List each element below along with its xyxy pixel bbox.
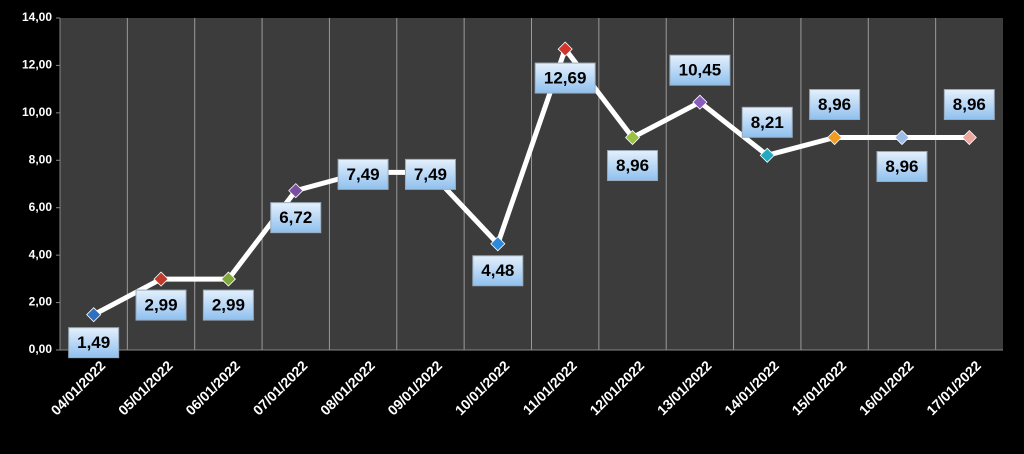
data-label: 6,72 (270, 202, 322, 234)
data-label-text: 8,21 (751, 113, 784, 132)
data-label-box (741, 106, 793, 138)
marker (624, 129, 641, 146)
marker (86, 307, 102, 323)
data-label-text: 6,72 (279, 208, 312, 227)
data-label-box (202, 289, 254, 321)
data-label-text: 2,99 (212, 296, 245, 315)
data-label-box (135, 289, 187, 321)
data-label-text: 8,96 (885, 157, 918, 176)
data-label-text: 2,99 (144, 296, 177, 315)
marker (490, 236, 506, 252)
data-label-text: 8,96 (818, 95, 851, 114)
y-tick-label: 10,00 (22, 105, 52, 119)
marker (220, 271, 236, 287)
data-label: 1,49 (68, 327, 120, 359)
marker (288, 183, 304, 199)
data-label-box (404, 158, 456, 190)
data-label: 7,49 (404, 158, 456, 190)
data-label-box (876, 151, 928, 183)
data-label-box (607, 150, 659, 182)
data-label-box (534, 62, 596, 94)
marker (153, 271, 169, 287)
data-label-text: 8,96 (953, 95, 986, 114)
marker (759, 147, 775, 163)
data-label-text: 4,48 (481, 261, 514, 280)
data-label-text: 8,96 (616, 156, 649, 175)
marker (557, 41, 573, 57)
marker (894, 129, 910, 146)
data-label-text: 10,45 (679, 61, 722, 80)
marker (827, 129, 843, 146)
data-label-box (669, 54, 731, 86)
data-label-text: 12,69 (544, 69, 587, 88)
data-label: 7,49 (337, 158, 389, 190)
data-label: 8,96 (809, 89, 861, 121)
data-label: 8,21 (741, 106, 793, 138)
y-tick-label: 4,00 (29, 247, 53, 261)
data-label: 2,99 (202, 289, 254, 321)
data-label: 10,45 (669, 54, 731, 86)
y-tick-label: 6,00 (29, 200, 53, 214)
marker (961, 129, 977, 146)
y-tick-label: 0,00 (29, 342, 53, 356)
data-label-text: 7,49 (347, 165, 380, 184)
data-label: 8,96 (876, 151, 928, 183)
y-tick-label: 14,00 (22, 10, 52, 24)
data-label-box (472, 255, 524, 287)
data-label: 4,48 (472, 255, 524, 287)
marker (692, 94, 708, 110)
data-label: 8,96 (943, 89, 995, 121)
y-tick-label: 12,00 (22, 58, 52, 72)
data-label-box (68, 327, 120, 359)
y-tick-label: 8,00 (29, 152, 53, 166)
data-label-text: 1,49 (77, 333, 110, 352)
data-label: 8,96 (607, 150, 659, 182)
line (92, 46, 970, 317)
data-label: 2,99 (135, 289, 187, 321)
data-label-box (943, 89, 995, 121)
data-label-box (337, 158, 389, 190)
data-label-text: 7,49 (414, 165, 447, 184)
data-label: 12,69 (534, 62, 596, 94)
data-label-box (809, 89, 861, 121)
data-label-box (270, 202, 322, 234)
y-tick-label: 2,00 (29, 295, 53, 309)
